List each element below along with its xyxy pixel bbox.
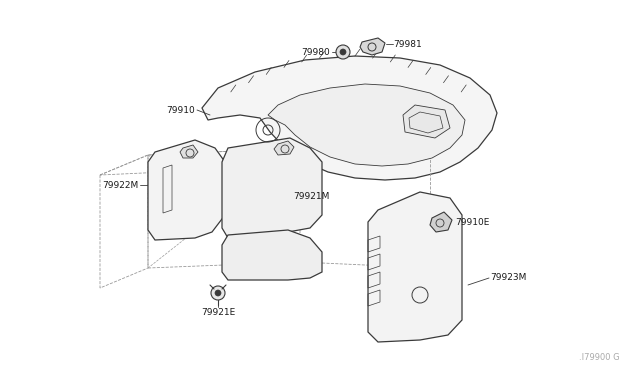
Polygon shape bbox=[360, 38, 385, 55]
Circle shape bbox=[211, 286, 225, 300]
Polygon shape bbox=[202, 56, 497, 180]
Text: 79921M: 79921M bbox=[293, 192, 330, 201]
Circle shape bbox=[336, 45, 350, 59]
Text: 79921E: 79921E bbox=[201, 308, 235, 317]
Polygon shape bbox=[368, 192, 462, 342]
Text: 79910: 79910 bbox=[166, 106, 195, 115]
Text: 79980: 79980 bbox=[301, 48, 330, 57]
Polygon shape bbox=[180, 145, 198, 158]
Polygon shape bbox=[222, 230, 322, 280]
Text: 79923M: 79923M bbox=[490, 273, 526, 282]
Text: .I79900 G: .I79900 G bbox=[579, 353, 620, 362]
Polygon shape bbox=[268, 84, 465, 166]
Polygon shape bbox=[222, 138, 322, 238]
Circle shape bbox=[215, 290, 221, 296]
Polygon shape bbox=[274, 141, 294, 155]
Polygon shape bbox=[403, 105, 450, 138]
Text: 79922M: 79922M bbox=[102, 180, 138, 189]
Polygon shape bbox=[148, 140, 225, 240]
Circle shape bbox=[340, 49, 346, 55]
Text: 79981: 79981 bbox=[393, 39, 422, 48]
Polygon shape bbox=[430, 212, 452, 232]
Text: 79910E: 79910E bbox=[455, 218, 490, 227]
